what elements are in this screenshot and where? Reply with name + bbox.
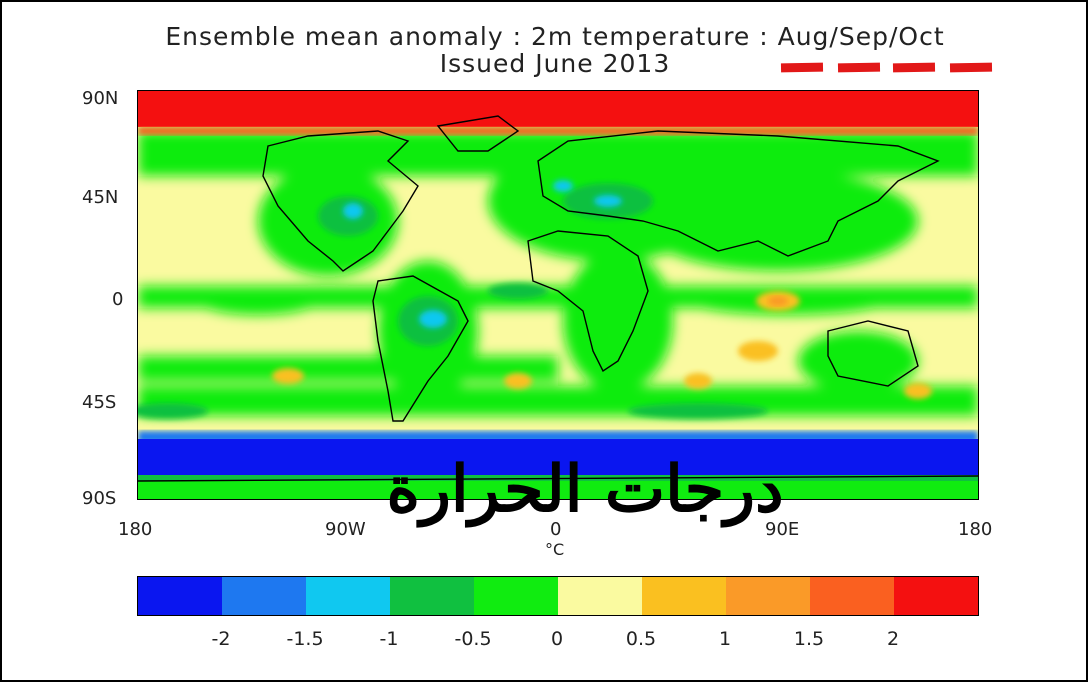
lon-label-90w: 90W <box>325 519 366 540</box>
colorbar-swatch-0 <box>138 577 222 615</box>
red-dash-mark <box>780 62 824 73</box>
colorbar-swatch-2 <box>306 577 390 615</box>
colorbar-label: -0.5 <box>454 628 492 650</box>
red-dash-mark <box>949 62 993 73</box>
colorbar-label: -1.5 <box>286 628 324 650</box>
colorbar-label: 2 <box>886 628 900 650</box>
arabic-caption: درجات الحرارة <box>386 452 784 527</box>
colorbar-swatch-9 <box>894 577 978 615</box>
lon-label-180e: 180 <box>958 519 993 540</box>
map-subtitle: Issued June 2013 <box>439 49 671 78</box>
lat-label-90s: 90S <box>82 488 117 509</box>
red-dash-mark <box>892 62 936 73</box>
colorbar-label: 1.5 <box>793 628 825 650</box>
colorbar-swatch-6 <box>642 577 726 615</box>
colorbar-label: -1 <box>379 628 399 650</box>
map-canvas <box>138 91 978 499</box>
lat-label-45n: 45N <box>82 187 119 208</box>
colorbar-swatch-8 <box>810 577 894 615</box>
colorbar-swatch-3 <box>390 577 474 615</box>
lat-label-90n: 90N <box>82 88 119 109</box>
colorbar-swatch-5 <box>558 577 642 615</box>
unit-label: °C <box>545 540 565 559</box>
lon-label-0: 0 <box>550 519 562 540</box>
lon-label-90e: 90E <box>765 519 800 540</box>
colorbar-label: -2 <box>211 628 231 650</box>
colorbar-label: 0.5 <box>625 628 657 650</box>
red-dash-mark <box>837 62 881 73</box>
colorbar-swatch-4 <box>474 577 558 615</box>
lat-label-45s: 45S <box>82 392 117 413</box>
colorbar-swatch-7 <box>726 577 810 615</box>
lon-label-180w: 180 <box>118 519 153 540</box>
map-title: Ensemble mean anomaly : 2m temperature :… <box>165 22 945 51</box>
colorbar <box>137 576 979 616</box>
colorbar-swatch-1 <box>222 577 306 615</box>
lat-label-0: 0 <box>112 289 124 310</box>
colorbar-label: 1 <box>718 628 732 650</box>
temperature-anomaly-map <box>137 90 979 500</box>
colorbar-label: 0 <box>550 628 564 650</box>
